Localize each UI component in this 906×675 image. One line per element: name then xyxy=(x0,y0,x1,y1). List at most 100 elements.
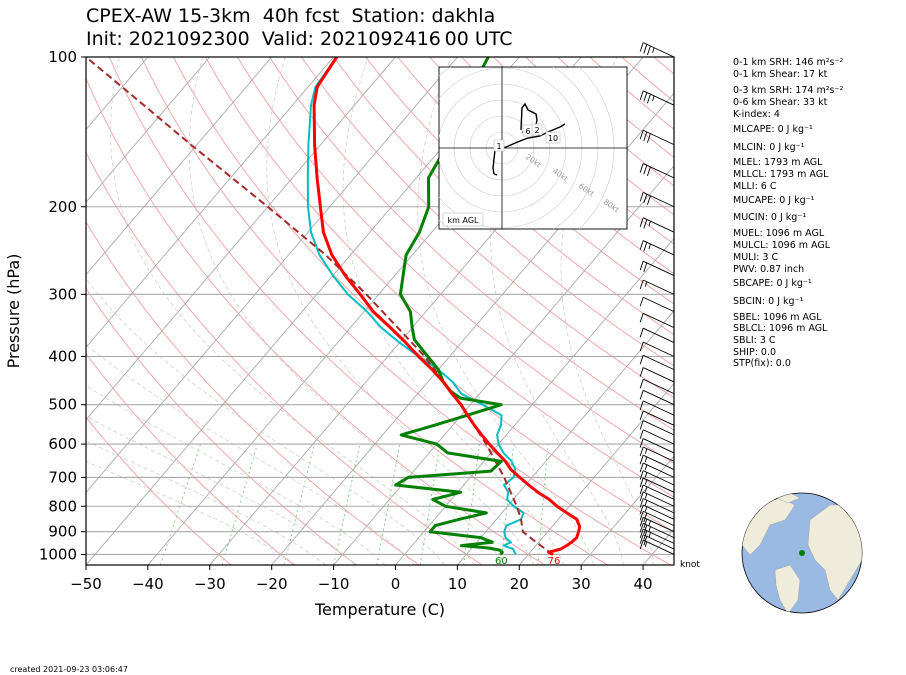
wind-barb xyxy=(639,491,675,507)
moist-adiabat xyxy=(86,344,416,565)
wind-unit-label: knot xyxy=(680,560,700,570)
index-line: 0-6 km Shear: 33 kt xyxy=(733,97,828,108)
moist-adiabat xyxy=(188,57,505,565)
mixing-ratio-line xyxy=(159,443,201,565)
y-tick-label: 400 xyxy=(48,348,77,366)
wind-barb xyxy=(639,429,675,445)
wind-barb xyxy=(639,462,675,478)
wind-barb xyxy=(639,420,675,436)
index-line: PWV: 0.87 inch xyxy=(733,264,805,275)
index-line: MLCAPE: 0 J kg⁻¹ xyxy=(733,124,813,135)
y-tick-label: 900 xyxy=(48,523,77,541)
index-line: SBLCL: 1096 m AGL xyxy=(733,323,828,334)
moist-adiabat xyxy=(86,277,445,565)
surface-dewpoint-label: 60 xyxy=(495,556,508,567)
dry-adiabat xyxy=(205,57,674,498)
isotherm xyxy=(86,57,396,421)
wind-barb xyxy=(639,341,675,357)
hodograph-marker: 2 xyxy=(534,126,539,135)
isotherm xyxy=(271,92,674,565)
dry-adiabat xyxy=(86,416,232,565)
wind-barb xyxy=(639,389,675,406)
wind-barb xyxy=(639,90,675,106)
isotherm xyxy=(86,57,273,276)
wind-barb xyxy=(639,539,675,555)
wind-barb xyxy=(639,498,675,514)
dry-adiabat xyxy=(397,57,674,305)
wind-barb xyxy=(639,296,675,313)
index-line: SBCAPE: 0 J kg⁻¹ xyxy=(733,278,812,289)
wind-barb xyxy=(639,260,675,276)
isotherm xyxy=(395,237,674,565)
dry-adiabat xyxy=(269,57,674,431)
index-line: MULCL: 1096 m AGL xyxy=(733,240,831,251)
x-axis-label: Temperature (C) xyxy=(314,600,445,619)
isotherm xyxy=(518,382,674,565)
dry-adiabat xyxy=(108,57,608,565)
moist-adiabat xyxy=(86,440,326,565)
wind-barb xyxy=(639,446,675,462)
index-line: MUCIN: 0 J kg⁻¹ xyxy=(733,212,807,223)
index-line: MLLCL: 1793 m AGL xyxy=(733,169,829,180)
wind-barb xyxy=(639,378,675,395)
globe-land-sa xyxy=(774,564,801,613)
x-tick-label: 30 xyxy=(572,575,591,593)
index-line: MLEL: 1793 m AGL xyxy=(733,157,823,168)
y-tick-label: 600 xyxy=(48,435,77,453)
axes: −50 −40 −30 −20 −10 0 10 20 30 40 100 200 300 400 500 6… xyxy=(4,48,653,619)
hodograph-label: km AGL xyxy=(448,216,480,225)
chart-title: CPEX-AW 15-3km 40h fcst Station: dakhla xyxy=(86,5,496,27)
wetbulb-line xyxy=(306,57,525,556)
isotherm xyxy=(580,455,674,565)
index-line: MULI: 3 C xyxy=(733,252,779,263)
wind-barb xyxy=(639,354,675,371)
dry-adiabat xyxy=(86,220,420,565)
wind-barb xyxy=(639,528,675,544)
wind-barb xyxy=(639,477,675,493)
hodograph-trace-sfc xyxy=(493,173,498,176)
y-tick-label: 300 xyxy=(48,285,77,303)
wind-barb xyxy=(639,367,675,383)
isotherm xyxy=(86,57,334,348)
x-tick-label: 10 xyxy=(448,575,467,593)
wind-barb xyxy=(639,438,675,454)
dry-adiabat xyxy=(86,287,357,565)
moist-adiabat xyxy=(266,57,535,565)
mixing-ratio-line xyxy=(221,443,258,565)
index-line: STP(fix): 0.0 xyxy=(733,358,791,369)
index-line: MLLI: 6 C xyxy=(733,181,777,192)
hodograph-marker: 10 xyxy=(548,134,558,143)
moist-adiabat xyxy=(86,415,356,565)
wind-barb xyxy=(639,312,675,329)
wind-barb xyxy=(639,410,675,426)
x-tick-label: −30 xyxy=(194,575,226,593)
dry-adiabat xyxy=(301,57,674,399)
mixing-ratio-line xyxy=(500,444,515,565)
y-tick-label: 800 xyxy=(48,497,77,515)
wind-barb xyxy=(639,484,675,500)
hodograph-trace-low xyxy=(492,123,566,175)
index-line: 0-1 km SRH: 146 m²s⁻² xyxy=(733,57,844,68)
index-line: SBCIN: 0 J kg⁻¹ xyxy=(733,296,804,307)
background-lines xyxy=(86,57,674,565)
location-globe xyxy=(741,492,863,614)
x-tick-label: 0 xyxy=(391,575,401,593)
hodograph-marker: 1 xyxy=(496,142,501,151)
x-tick-label: 40 xyxy=(634,575,653,593)
series-layer xyxy=(86,57,582,556)
y-axis-label: Pressure (hPa) xyxy=(4,254,23,369)
temperature-line xyxy=(312,57,582,556)
hodograph-marker-box xyxy=(531,123,543,136)
wind-barbs xyxy=(639,42,675,555)
index-line: 0-3 km SRH: 174 m²s⁻² xyxy=(733,85,844,96)
index-line: SHIP: 0.0 xyxy=(733,347,777,358)
index-line: SBLI: 3 C xyxy=(733,335,776,346)
hodograph-marker-box xyxy=(493,139,505,152)
wind-barb xyxy=(639,191,675,208)
wind-barb xyxy=(639,129,675,146)
x-tick-label: −20 xyxy=(256,575,288,593)
moist-adiabat xyxy=(110,57,475,565)
isotherm xyxy=(457,310,674,565)
